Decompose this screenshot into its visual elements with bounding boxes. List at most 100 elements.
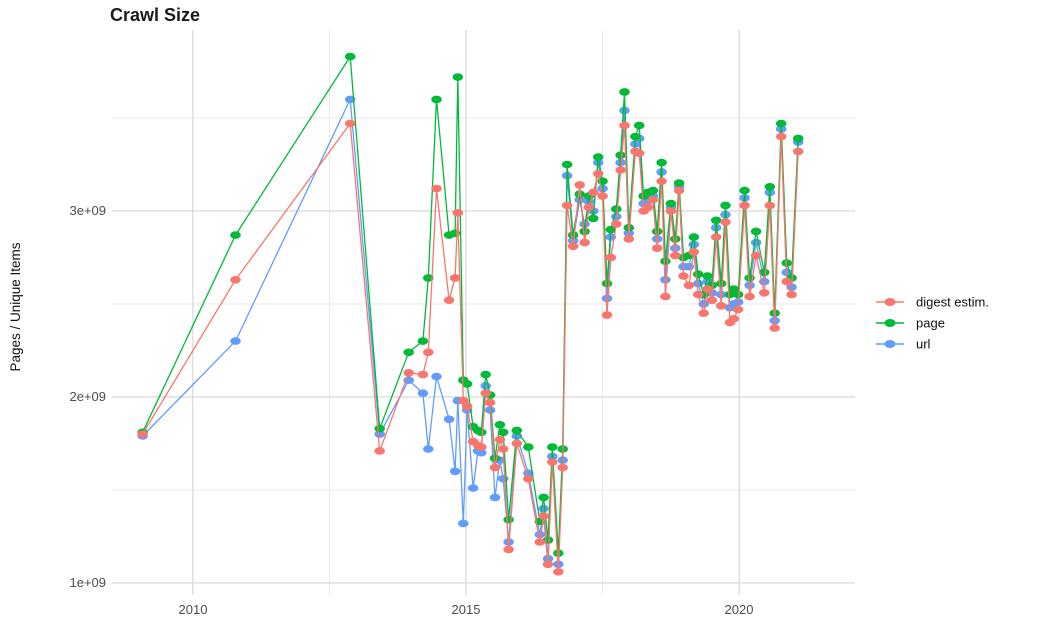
series-line-digest-estim — [141, 122, 799, 573]
data-point-digest-estim — [403, 369, 415, 377]
data-point-page — [665, 199, 677, 208]
data-point-digest-estim — [542, 560, 554, 569]
legend-label-page: page — [916, 316, 945, 331]
data-point-url — [374, 430, 386, 438]
data-point-page — [615, 151, 626, 159]
data-point-digest-estim — [476, 443, 487, 451]
data-point-page — [720, 201, 731, 210]
data-point-digest-estim — [615, 166, 626, 174]
data-point-page — [476, 428, 487, 437]
data-point-page — [605, 225, 617, 234]
data-point-digest-estim — [449, 274, 461, 282]
data-point-digest-estim — [720, 218, 731, 226]
data-point-page — [688, 233, 700, 241]
data-point-url — [423, 445, 434, 453]
data-point-page — [561, 160, 573, 169]
data-point-page — [503, 515, 514, 524]
data-point-digest-estim — [592, 170, 604, 178]
data-point-digest-estim — [683, 281, 695, 290]
data-point-digest-estim — [489, 463, 501, 472]
y-axis-tick-label-3e09: 3e+09 — [69, 203, 106, 218]
legend-item-page: page — [876, 316, 945, 331]
data-point-digest-estim — [511, 439, 523, 448]
data-point-digest-estim — [497, 445, 509, 453]
data-point-digest-estim — [702, 285, 713, 293]
plot-panel — [112, 30, 855, 595]
data-point-digest-estim — [605, 253, 617, 262]
data-point-digest-estim — [137, 430, 148, 438]
data-point-digest-estim — [583, 203, 595, 211]
y-axis-tick-label-1e09: 1e+09 — [69, 575, 106, 590]
data-point-digest-estim — [561, 201, 573, 210]
x-axis-tick-label-2010: 2010 — [179, 602, 208, 617]
legend: digest estim. page url — [876, 295, 989, 352]
data-point-digest-estim — [557, 463, 568, 472]
data-point-page — [523, 443, 534, 451]
data-point-digest-estim — [660, 292, 671, 301]
data-point-digest-estim — [503, 545, 514, 554]
data-point-page — [497, 428, 509, 437]
data-point-digest-estim — [744, 292, 755, 301]
data-point-digest-estim — [678, 272, 689, 280]
data-point-page — [732, 290, 744, 299]
data-point-digest-estim — [461, 402, 473, 411]
data-point-page — [670, 235, 681, 243]
data-point-url — [443, 415, 455, 424]
data-point-page — [630, 132, 641, 141]
data-point-digest-estim — [374, 447, 386, 455]
legend-label-url: url — [916, 337, 931, 352]
data-point-digest-estim — [651, 244, 663, 252]
data-point-page — [480, 370, 492, 379]
data-point-digest-estim — [698, 309, 709, 318]
data-point-url — [489, 493, 501, 502]
data-point-page — [588, 214, 599, 223]
data-point-url — [497, 475, 509, 483]
series-url — [137, 95, 804, 569]
data-point-digest-estim — [534, 538, 546, 546]
data-point-digest-estim — [611, 220, 622, 228]
data-point-page — [715, 279, 727, 288]
legend-dot-swatch-digest — [884, 298, 896, 306]
series-line-url — [141, 98, 799, 565]
data-point-digest-estim — [523, 475, 534, 483]
data-point-url — [431, 372, 442, 381]
data-point-page — [611, 205, 622, 213]
data-point-page — [511, 426, 523, 435]
data-point-page — [431, 95, 442, 104]
data-point-page — [403, 348, 415, 357]
gridlines-minor — [112, 30, 855, 595]
data-point-digest-estim — [443, 296, 455, 305]
data-point-page — [759, 268, 770, 277]
data-point-digest-estim — [431, 184, 442, 193]
data-point-digest-estim — [480, 389, 492, 398]
data-point-digest-estim — [759, 289, 770, 297]
data-point-page — [660, 257, 671, 266]
data-point-digest-estim — [423, 348, 434, 357]
data-point-digest-estim — [715, 302, 727, 310]
data-point-digest-estim — [601, 311, 613, 319]
data-point-digest-estim — [656, 177, 667, 185]
data-point-page — [739, 186, 750, 195]
data-point-digest-estim — [710, 233, 722, 241]
data-point-digest-estim — [786, 290, 797, 299]
data-point-digest-estim — [750, 251, 762, 260]
data-point-digest-estim — [670, 251, 681, 260]
data-point-digest-estim — [588, 188, 599, 197]
data-point-digest-estim — [538, 512, 549, 520]
data-point-page — [692, 270, 704, 279]
data-point-digest-estim — [732, 305, 744, 314]
y-axis-title: Pages / Unique Items — [8, 242, 23, 371]
data-point-page — [344, 52, 356, 61]
data-point-digest-estim — [673, 186, 685, 195]
legend-item-digest-estim: digest estim. — [876, 295, 989, 310]
legend-item-url: url — [876, 337, 931, 352]
data-point-page — [423, 274, 434, 282]
data-point-page — [728, 285, 739, 293]
data-point-digest-estim — [344, 119, 356, 128]
data-point-digest-estim — [494, 435, 506, 444]
data-point-url — [476, 448, 487, 457]
data-point-page — [538, 493, 549, 502]
data-point-digest-estim — [764, 201, 776, 210]
data-point-url — [750, 238, 762, 247]
